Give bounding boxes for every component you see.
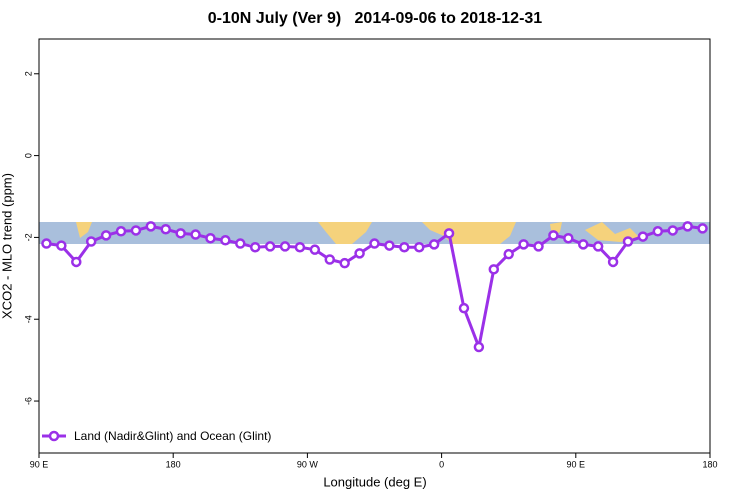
data-point [578, 239, 589, 250]
data-point [85, 236, 97, 247]
data-point [533, 241, 544, 252]
x-axis-label: Longitude (deg E) [323, 474, 426, 489]
data-point [458, 302, 470, 314]
y-tick-label: -2 [23, 233, 33, 241]
data-point [548, 230, 559, 241]
plot-frame [38, 38, 711, 454]
legend: Land (Nadir&Glint) and Ocean (Glint) [42, 429, 271, 443]
data-point [384, 240, 395, 251]
data-point [279, 241, 291, 252]
legend-label: Land (Nadir&Glint) and Ocean (Glint) [74, 429, 271, 443]
data-point [249, 241, 261, 253]
land [76, 222, 92, 238]
data-point [235, 238, 246, 249]
land [422, 222, 516, 244]
data-point [71, 256, 82, 268]
land [318, 222, 372, 244]
data-point [160, 223, 171, 235]
x-tick-label: 90 E [30, 459, 49, 469]
data-point [41, 238, 52, 249]
x-tick-label: 0 [439, 459, 444, 469]
data-point [399, 241, 410, 253]
data-point [518, 239, 529, 250]
data-point [115, 226, 127, 237]
legend-marker [48, 430, 60, 442]
y-tick-label: -6 [23, 397, 33, 405]
data-point [339, 257, 350, 269]
x-tick-label: 180 [702, 459, 717, 469]
y-tick-label: 2 [23, 71, 33, 76]
y-tick-label: 0 [23, 153, 33, 158]
data-point [354, 248, 365, 259]
data-point [264, 241, 276, 252]
data-point [503, 248, 514, 260]
data-point [443, 228, 455, 239]
data-point [294, 241, 306, 253]
data-point [369, 238, 380, 249]
data-point [488, 264, 500, 275]
data-point [697, 223, 708, 234]
data-point [622, 236, 634, 247]
chart-title: 0-10N July (Ver 9) 2014-09-06 to 2018-12… [208, 10, 543, 27]
data-point [652, 226, 664, 237]
data-point [428, 239, 440, 250]
data-point [190, 229, 201, 240]
data-point [473, 341, 485, 353]
data-point [309, 244, 321, 255]
y-axis-label: XCO2 - MLO trend (ppm) [0, 173, 14, 319]
data-point [413, 241, 425, 253]
data-point [56, 240, 67, 251]
data-point [100, 230, 112, 241]
data-point [205, 232, 216, 244]
data-point [682, 221, 693, 232]
data-point [220, 235, 231, 246]
data-point [592, 241, 604, 252]
data-point [637, 231, 649, 242]
data-point [130, 225, 142, 236]
x-tick-label: 90 E [567, 459, 586, 469]
data-point [145, 221, 157, 232]
x-tick-label: 180 [166, 459, 181, 469]
data-point [563, 232, 574, 244]
data-point [607, 256, 619, 268]
y-tick-label: -4 [23, 315, 33, 323]
data-point [667, 225, 678, 236]
x-tick-label: 90 W [297, 459, 319, 469]
data-point [324, 254, 336, 265]
data-point [175, 228, 186, 239]
